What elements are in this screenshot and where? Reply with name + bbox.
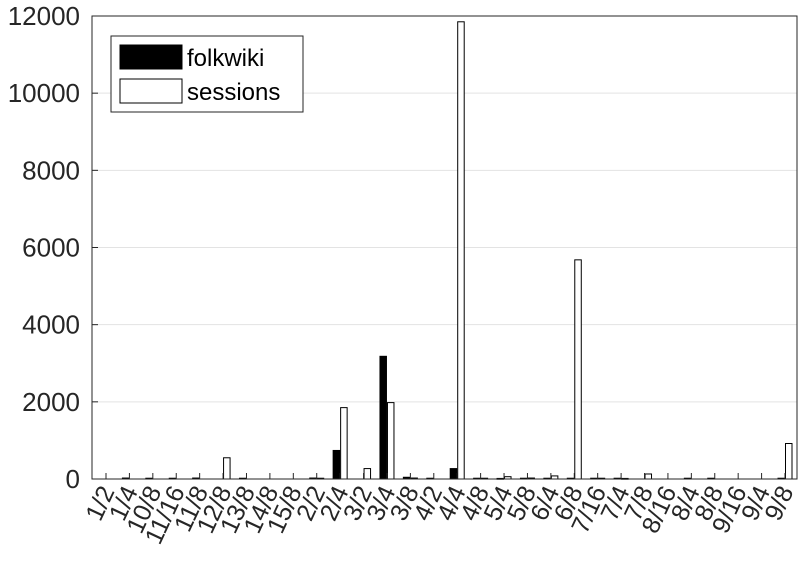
legend-swatch-sessions	[119, 78, 183, 104]
bar-sessions-9-8	[785, 443, 793, 480]
bar-folkwiki-3-4	[379, 355, 387, 480]
y-tick-label: 2000	[22, 387, 80, 417]
y-tick-label: 12000	[8, 1, 80, 31]
y-tick-label: 4000	[22, 310, 80, 340]
legend-label-sessions: sessions	[187, 79, 280, 106]
y-tick-label: 6000	[22, 233, 80, 263]
legend-label-folkwiki: folkwiki	[187, 45, 264, 72]
bar-sessions-7-8	[644, 473, 653, 480]
y-tick-label: 0	[66, 464, 80, 494]
bar-sessions-2-4	[340, 407, 348, 480]
legend: folkwiki sessions	[110, 35, 304, 113]
legend-swatch-folkwiki	[119, 44, 183, 70]
bar-folkwiki-2-4	[332, 449, 341, 480]
bar-sessions-12-8	[223, 457, 231, 480]
bar-sessions-3-2	[363, 468, 372, 480]
y-tick-label: 10000	[8, 78, 80, 108]
bar-sessions-3-4	[386, 402, 395, 480]
bar-sessions-6-8	[574, 259, 582, 480]
bar-sessions-4-4	[457, 21, 465, 480]
bar-folkwiki-4-4	[449, 468, 458, 480]
y-tick-label: 8000	[22, 155, 80, 185]
grid	[92, 92, 797, 403]
y-axis: 0 2000 4000 6000 8000 10000 12000	[8, 1, 98, 494]
